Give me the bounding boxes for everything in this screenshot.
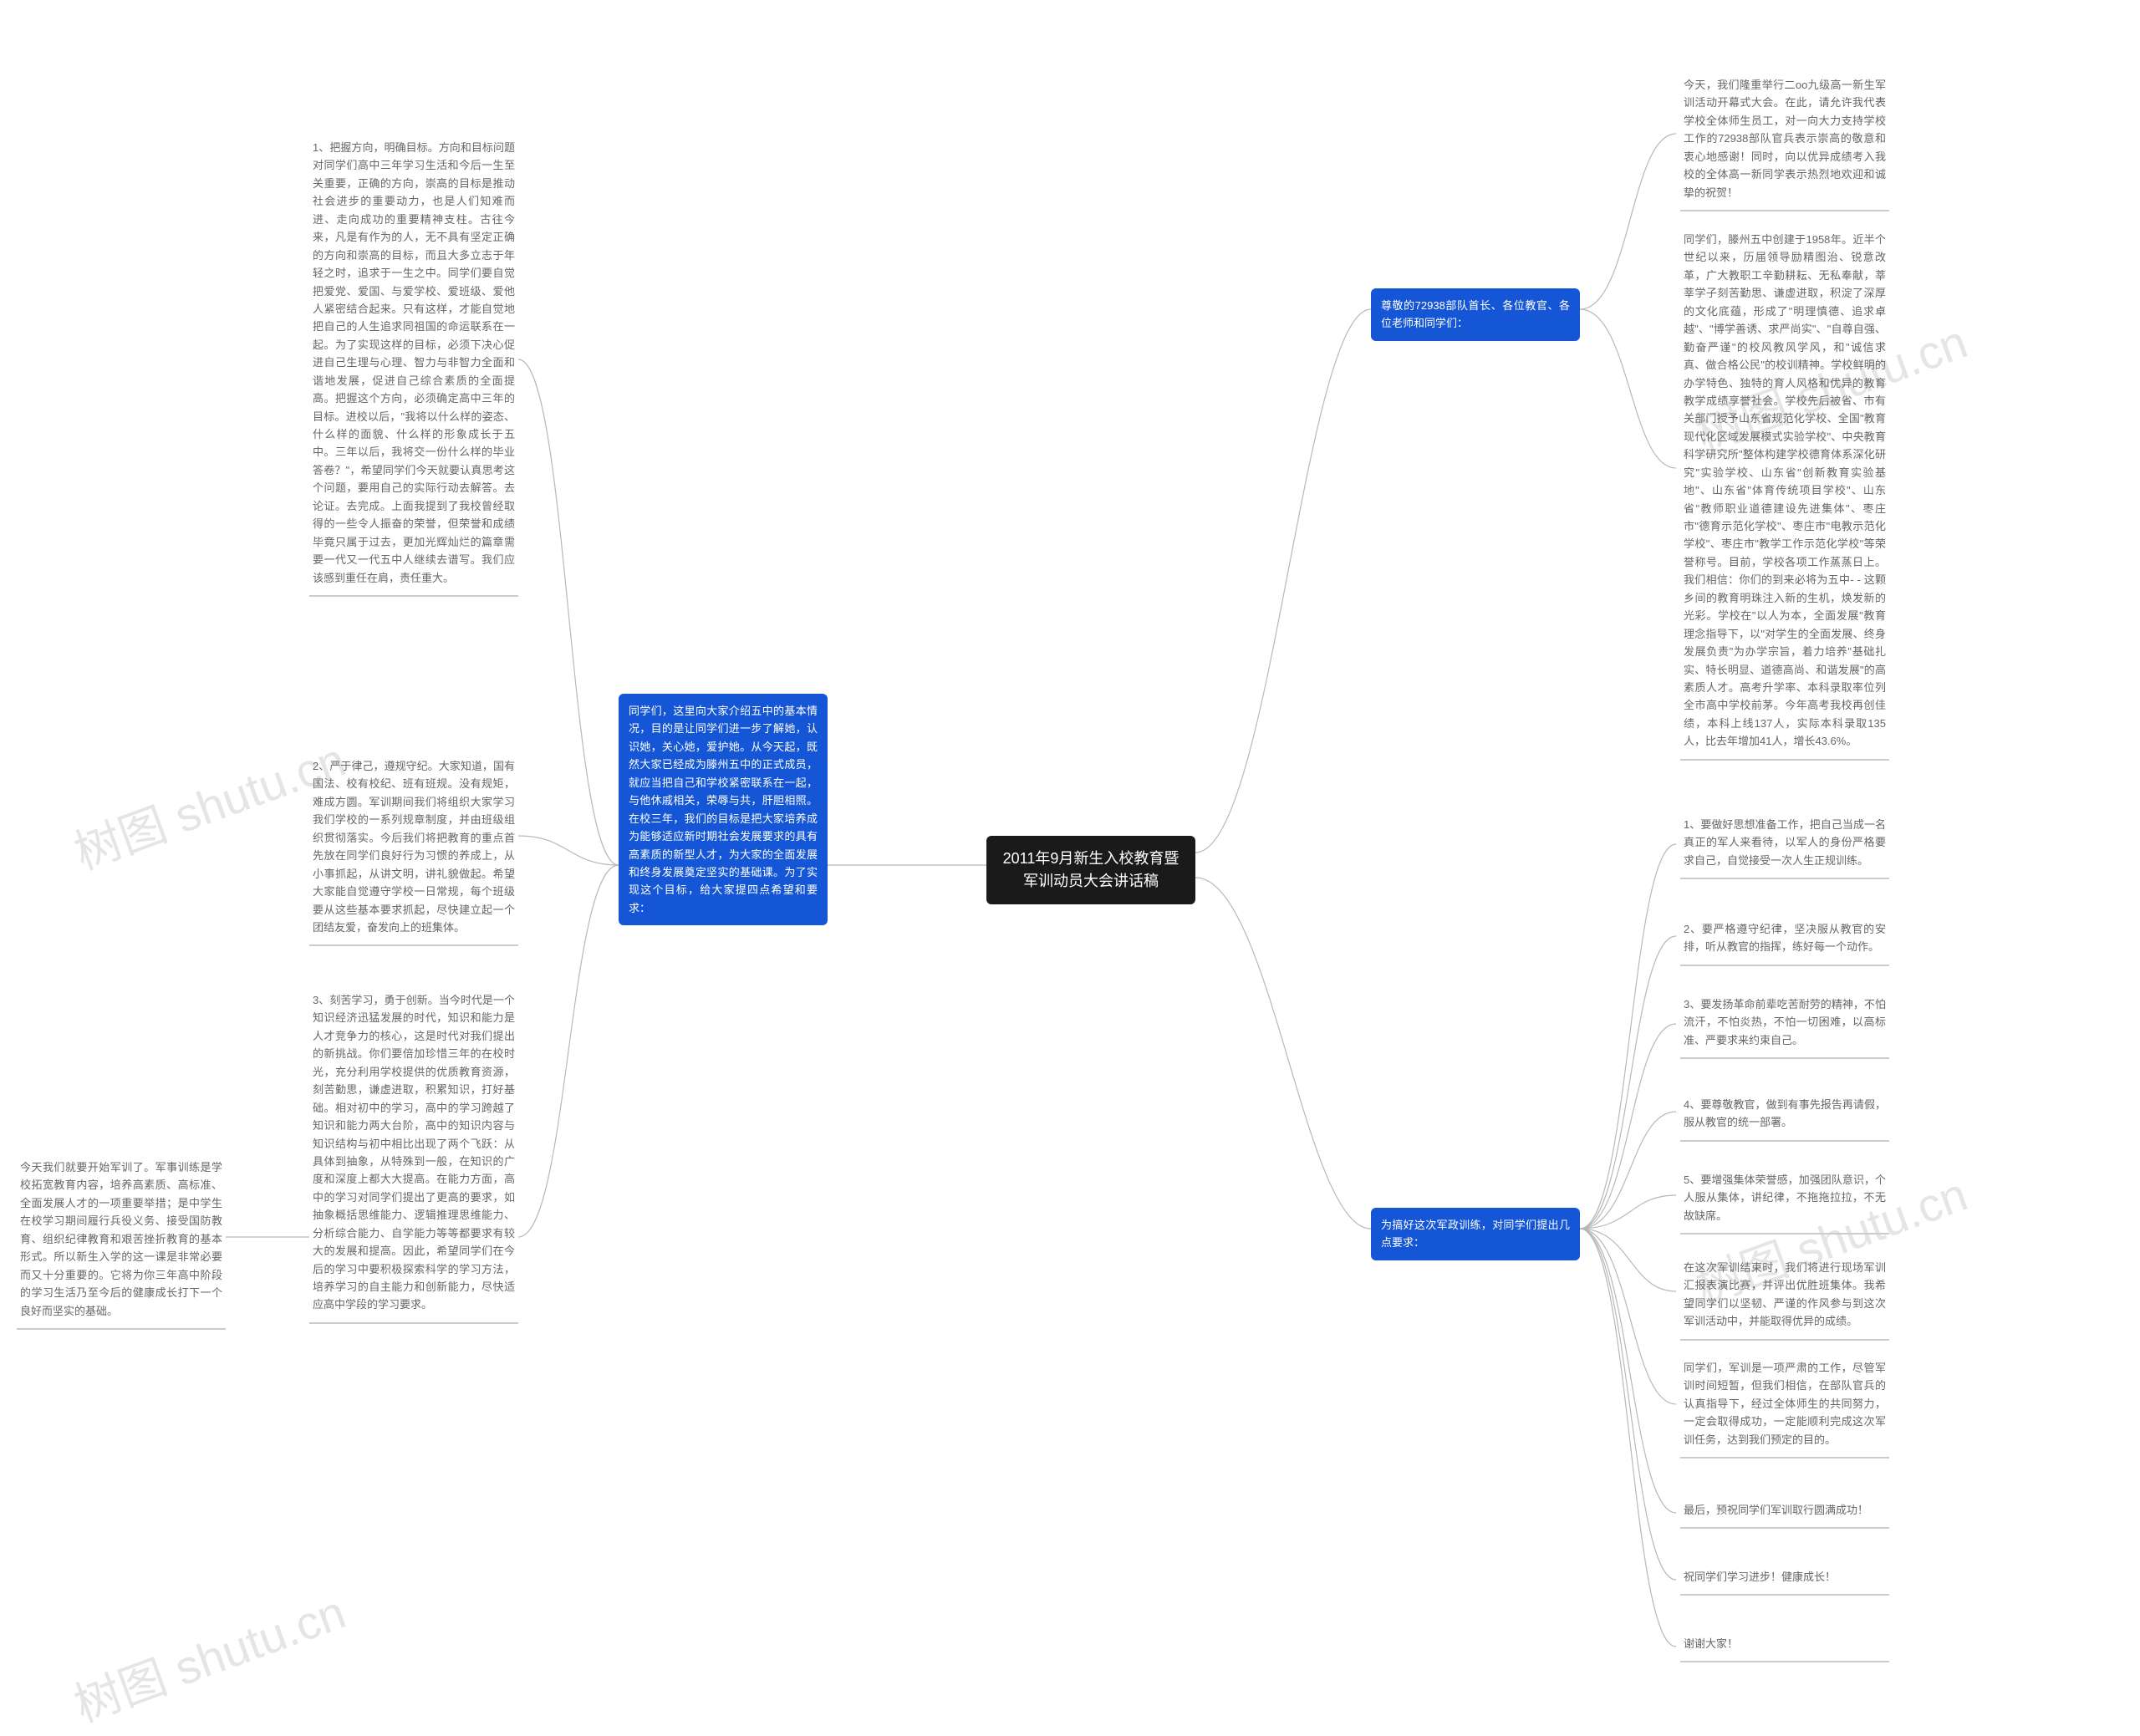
req-item-9: 祝同学们学习进步！健康成长！	[1680, 1563, 1889, 1596]
left-item-3: 3、刻苦学习，勇于创新。当今时代是一个知识经济迅猛发展的时代，知识和能力是人才竞…	[309, 986, 518, 1324]
req-item-5: 5、要增强集体荣誉感，加强团队意识，个人服从集体，讲纪律，不拖拖拉拉，不无故缺席…	[1680, 1166, 1889, 1235]
root-node: 2011年9月新生入校教育暨军训动员大会讲话稿	[986, 836, 1195, 904]
greet-para-2: 同学们，滕州五中创建于1958年。近半个世纪以来，历届领导励精图治、锐意改革，广…	[1680, 226, 1889, 761]
left-footer: 今天我们就要开始军训了。军事训练是学校拓宽教育内容，培养高素质、高标准、全面发展…	[17, 1153, 226, 1330]
left-item-2: 2、严于律己，遵规守纪。大家知道，国有国法、校有校纪、班有班规。没有规矩，难成方…	[309, 752, 518, 946]
left-intro: 同学们，这里向大家介绍五中的基本情况，目的是让同学们进一步了解她，认识她，关心她…	[619, 694, 828, 925]
req-item-10: 谢谢大家！	[1680, 1630, 1889, 1662]
req-item-8: 最后，预祝同学们军训取行圆满成功！	[1680, 1496, 1889, 1529]
greet-para-1: 今天，我们隆重举行二oo九级高一新生军训活动开幕式大会。在此，请允许我代表学校全…	[1680, 71, 1889, 211]
req-item-3: 3、要发扬革命前辈吃苦耐劳的精神，不怕流汗，不怕炎热，不怕一切困难，以高标准、严…	[1680, 990, 1889, 1059]
req-item-1: 1、要做好思想准备工作，把自己当成一名真正的军人来看待，以军人的身份严格要求自己…	[1680, 811, 1889, 879]
left-item-1: 1、把握方向，明确目标。方向和目标问题对同学们高中三年学习生活和今后一生至关重要…	[309, 134, 518, 597]
req-item-2: 2、要严格遵守纪律，坚决服从教官的安排，听从教官的指挥，练好每一个动作。	[1680, 915, 1889, 966]
req-item-4: 4、要尊敬教官，做到有事先报告再请假，服从教官的统一部署。	[1680, 1091, 1889, 1142]
req-item-6: 在这次军训结束时，我们将进行现场军训汇报表演比赛，并评出优胜班集体。我希望同学们…	[1680, 1254, 1889, 1341]
req-item-7: 同学们，军训是一项严肃的工作，尽管军训时间短暂，但我们相信，在部队官兵的认真指导…	[1680, 1354, 1889, 1459]
right-greeting: 尊敬的72938部队首长、各位教官、各位老师和同学们：	[1371, 288, 1580, 341]
watermark: 树图 shutu.cn	[64, 1575, 354, 1735]
right-req: 为搞好这次军政训练，对同学们提出几点要求：	[1371, 1208, 1580, 1260]
